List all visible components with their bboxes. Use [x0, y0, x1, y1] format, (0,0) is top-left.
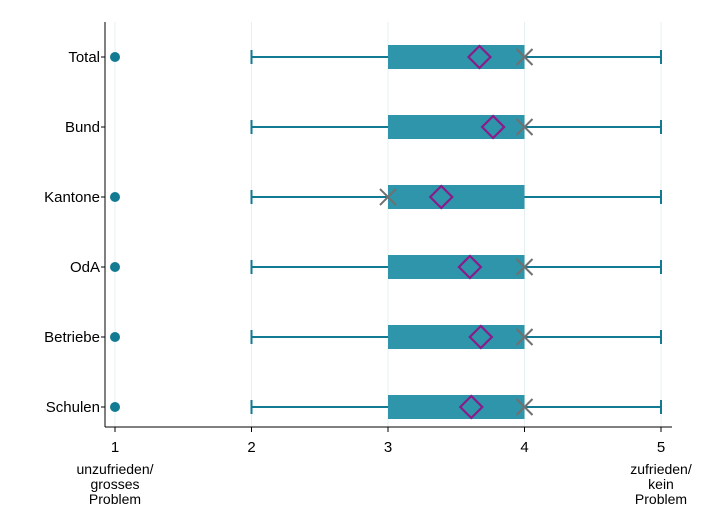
- category-label-oda: OdA: [70, 259, 100, 276]
- outlier-point-kantone-0: [110, 192, 120, 202]
- box-total: [110, 44, 662, 70]
- median-stroke-b-total: [515, 48, 534, 66]
- median-stroke-b-bund: [515, 118, 534, 136]
- plot-area: [110, 44, 662, 420]
- axes: Total Bund Kantone OdA Betriebe Schulen 1 2 3 4 5 u…: [44, 22, 692, 507]
- x-sublabel-left-0: unzufrieden/: [76, 461, 153, 477]
- category-label-kantone: Kantone: [44, 189, 100, 206]
- x-sublabel-left-1: grosses: [90, 476, 139, 492]
- median-stroke-b-oda: [515, 258, 534, 276]
- category-label-betriebe: Betriebe: [44, 329, 100, 346]
- median-marker-schulen: [515, 398, 534, 416]
- mean-marker-total: [466, 44, 493, 70]
- x-tick-label-5: 5: [657, 439, 665, 456]
- median-marker-betriebe: [515, 328, 534, 346]
- outlier-point-oda-0: [110, 262, 120, 272]
- iqr-box-total: [388, 45, 525, 69]
- x-sublabel-right-0: zufrieden/: [630, 461, 692, 477]
- iqr-box-bund: [388, 115, 525, 139]
- median-marker-bund: [515, 118, 534, 136]
- box-bund: [250, 114, 662, 140]
- median-marker-total: [515, 48, 534, 66]
- outlier-point-schulen-0: [110, 402, 120, 412]
- x-sublabel-left-2: Problem: [89, 491, 141, 507]
- mean-marker-bund: [480, 114, 506, 140]
- iqr-box-betriebe: [388, 325, 525, 349]
- x-tick-label-2: 2: [247, 439, 255, 456]
- mean-marker-oda: [457, 254, 483, 280]
- mean-marker-betriebe: [468, 324, 494, 350]
- median-stroke-b-kantone: [379, 188, 397, 206]
- category-label-total: Total: [68, 49, 100, 66]
- iqr-box-schulen: [388, 395, 525, 419]
- mean-marker-schulen: [458, 394, 484, 420]
- box-schulen: [110, 394, 662, 420]
- outlier-point-total-0: [110, 52, 120, 62]
- box-oda: [110, 254, 662, 280]
- x-sublabel-right-1: kein: [648, 476, 674, 492]
- median-marker-oda: [515, 258, 534, 276]
- median-stroke-b-betriebe: [515, 328, 534, 346]
- iqr-box-kantone: [388, 185, 525, 209]
- grid-lines: [114, 22, 662, 427]
- x-tick-label-3: 3: [384, 439, 392, 456]
- iqr-box-oda: [388, 255, 525, 279]
- x-tick-label-1: 1: [111, 439, 119, 456]
- mean-marker-kantone: [428, 184, 454, 210]
- outlier-point-betriebe-0: [110, 332, 120, 342]
- category-label-schulen: Schulen: [46, 399, 100, 416]
- x-tick-label-4: 4: [520, 439, 528, 456]
- median-marker-kantone: [379, 188, 397, 206]
- category-label-bund: Bund: [65, 119, 100, 136]
- box-betriebe: [110, 324, 662, 350]
- median-stroke-b-schulen: [515, 398, 534, 416]
- x-sublabel-right-2: Problem: [635, 491, 687, 507]
- box-kantone: [110, 184, 662, 210]
